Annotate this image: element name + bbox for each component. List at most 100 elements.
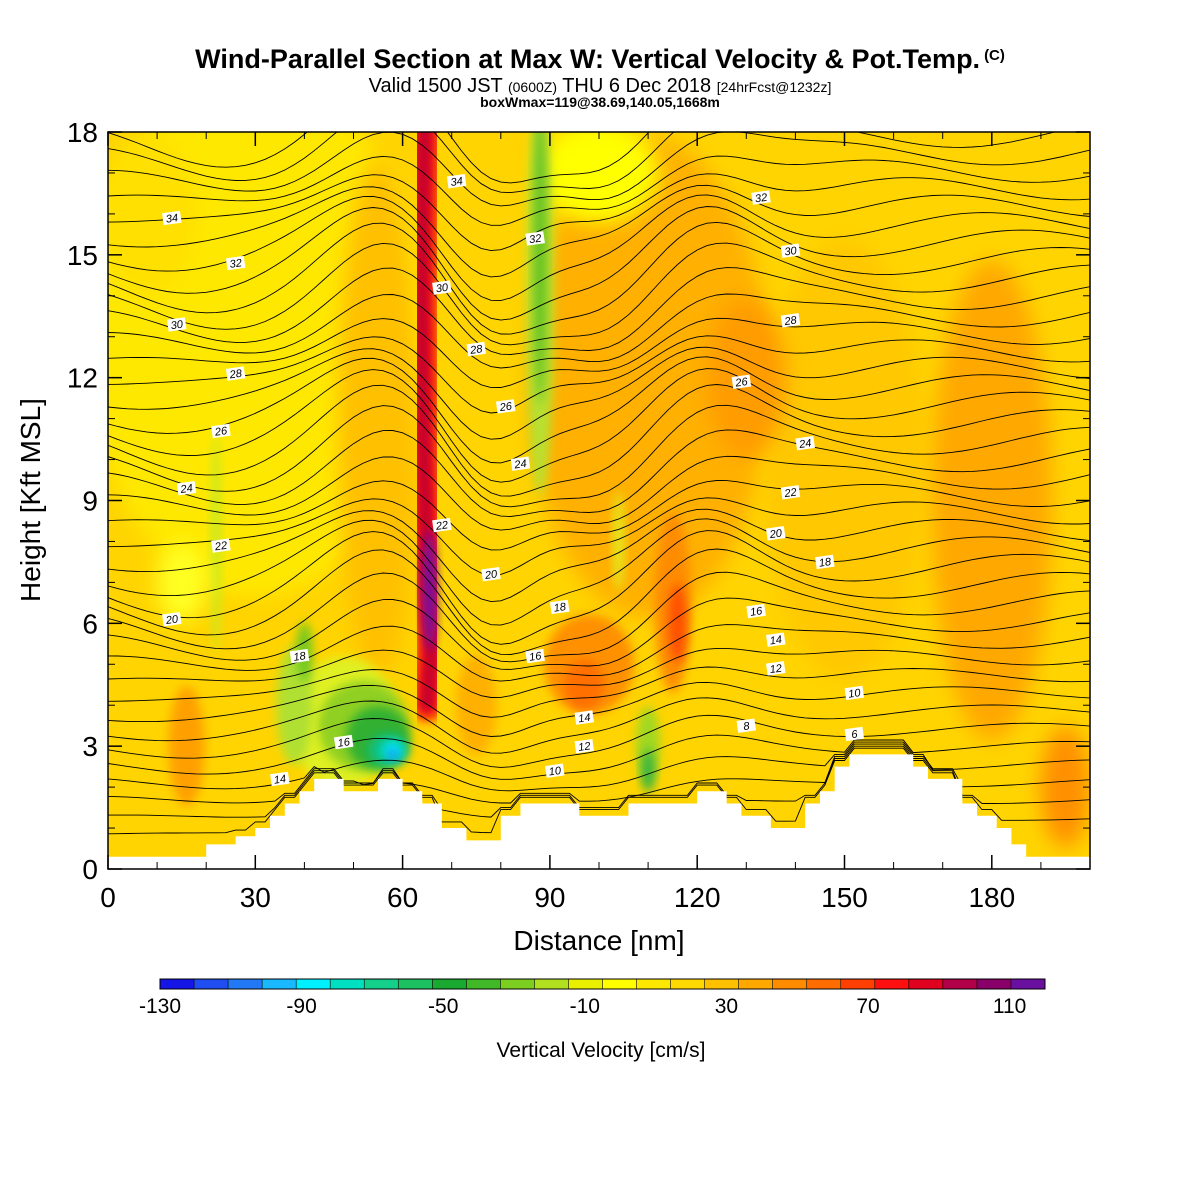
isentrope-line [108,132,650,184]
contour-label-box [844,685,865,701]
contour-label-text: 26 [498,400,514,414]
velocity-region [539,132,659,223]
contour-label: 32 [525,231,545,246]
velocity-region [636,706,661,787]
colorbar-tick-label: -50 [428,995,458,1018]
contour-label: 18 [815,554,835,570]
contour-label-box [731,374,752,389]
contour-label-text: 32 [528,233,542,247]
colorbar-swatch [228,979,263,989]
y-tick-label: 12 [67,363,98,394]
colorbar-swatch [1010,979,1046,989]
velocity-region [668,583,687,664]
contour-label: 8 [736,718,757,733]
isentrope-line [108,734,1090,780]
contour-label: 28 [466,341,486,357]
contour-label: 12 [766,661,786,676]
colorbar-tick-label: -130 [139,995,181,1018]
contour-label-text: 32 [754,192,768,206]
colorbar-swatch [262,979,297,989]
contour-label: 34 [162,210,182,226]
contour-label: 30 [432,280,452,295]
colorbar-tick-label: 110 [993,995,1026,1018]
contour-label-box [166,317,187,332]
colorbar-swatch [330,979,365,989]
contour-label-text: 18 [553,601,568,615]
isentrope-line [108,666,1090,718]
contour-label: 18 [549,599,570,615]
contour-label-text: 8 [743,720,752,733]
axes: 0 30 60 90 120 150 180 0 3 6 9 12 15 18 [67,117,1091,913]
contour-label-box [432,517,452,533]
contour-label: 26 [731,374,752,390]
velocity-region [642,748,655,793]
contour-label-box [746,603,766,619]
velocity-region [156,542,207,623]
colorbar-swatch [432,979,467,989]
colorbar-swatch [908,979,944,989]
contour-label-text: 28 [228,368,244,382]
contour-label: 32 [751,190,771,205]
contour-label-box [446,173,467,189]
isentrope-line [108,267,1090,355]
contour-label-text: 24 [513,458,528,472]
colorbar-tick-label: -90 [286,995,316,1018]
colorbar-swatch [500,979,535,989]
isentrope-line [108,206,1090,321]
colorbar-swatch [772,979,808,989]
isentrope-line [108,597,1090,670]
contour-label-text: 20 [164,613,180,627]
potential-temperature-contours [108,132,1090,835]
contour-label: 12 [574,738,595,754]
contour-label-box [466,341,486,357]
y-tick-label: 9 [82,486,98,517]
colorbar-swatch [602,979,638,989]
contour-label-text: 10 [548,765,563,779]
contour-label-text: 30 [170,319,185,333]
contour-label-box [574,710,595,725]
colorbar-swatch [534,979,569,989]
contour-label-box [574,738,595,754]
contour-label: 24 [795,435,815,451]
isentrope-line [108,132,1057,194]
contour-label-box [176,481,197,496]
isentrope-line [108,404,1090,508]
x-tick-label: 120 [674,882,721,913]
isentrope-line [108,317,1090,389]
contour-label-box [525,231,545,246]
x-tick-label: 30 [240,882,271,913]
contour-label: 22 [432,517,452,533]
contour-label-box [780,485,801,500]
updraft-maximum [422,530,437,651]
contour-label: 26 [211,423,231,439]
colorbar-swatch [942,979,978,989]
contour-label-box [844,726,865,742]
contour-label-box [795,435,815,451]
x-tick-label: 180 [968,882,1015,913]
colorbar-swatch [670,979,706,989]
contour-label-box [333,734,354,750]
colorbar-swatch [874,979,910,989]
contour-label-text: 28 [468,343,484,357]
contour-label-text: 26 [213,425,229,439]
contour-label-box [481,567,501,582]
contour-labels: 6 8 10 10 12 12 14 14 14 16 16 16 18 18 18 20 20 20 22 22 22… [162,173,865,787]
isentrope-line [108,194,1090,302]
isentrope-line [108,745,1090,818]
contour-label-text: 34 [165,212,179,226]
velocity-region [108,133,198,294]
contour-label-box [211,538,231,553]
contour-label-box [162,612,182,627]
contour-label-box [549,599,570,615]
isentrope-line [108,221,1090,335]
contour-label-box [225,255,246,271]
x-tick-label: 60 [387,882,418,913]
isentrope-line [108,242,1090,346]
isentrope-line [108,132,1090,207]
isentrope-line [108,518,1090,626]
contour-label: 28 [780,313,801,328]
x-tick-label: 0 [100,882,116,913]
contour-label-box [545,763,565,778]
colorbar-swatch [636,979,672,989]
isentrope-line [108,508,1090,603]
